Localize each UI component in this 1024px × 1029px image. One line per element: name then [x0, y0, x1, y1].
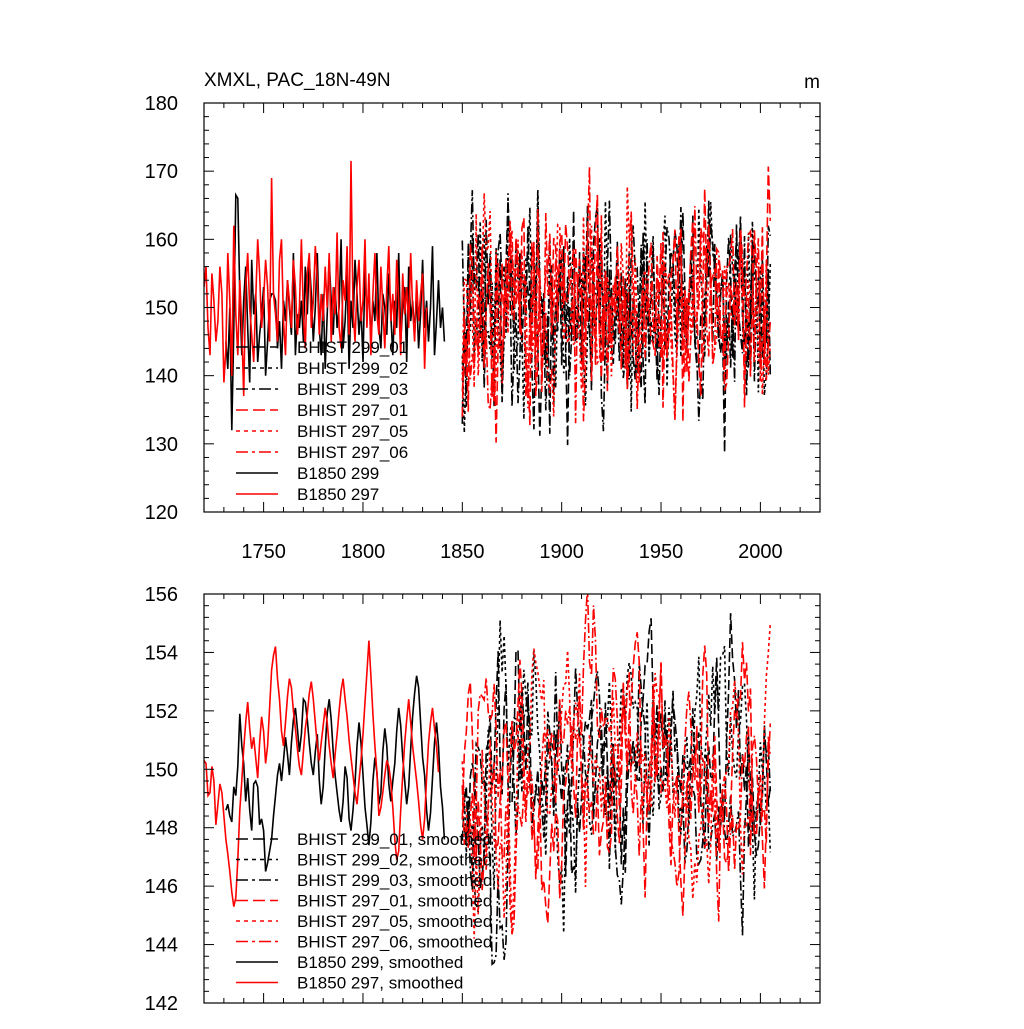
y-tick-label: 170 [145, 161, 178, 183]
y-tick-label: 156 [145, 584, 178, 606]
legend-label: BHIST 299_02, smoothed [297, 851, 492, 870]
legend-label: BHIST 297_01 [297, 401, 408, 420]
chart-title: XMXL, PAC_18N-49N [204, 70, 391, 91]
legend-label: BHIST 297_01, smoothed [297, 892, 492, 911]
x-tick-label: 1900 [539, 541, 584, 563]
y-tick-label: 144 [145, 935, 178, 957]
series-line-bhist-297-06-smoothed [461, 594, 772, 935]
series-line-b1850-299-smoothed [225, 675, 446, 872]
series-line-bhist-299-01-smoothed [461, 613, 772, 889]
x-tick-label: 1950 [639, 541, 684, 563]
y-tick-label: 130 [145, 434, 178, 456]
series-group [204, 160, 772, 453]
y-tick-label: 148 [145, 818, 178, 840]
y-tick-label: 146 [145, 876, 178, 898]
series-line-b1850-297 [204, 160, 428, 397]
units-label: m [804, 72, 820, 93]
y-tick-label: 154 [145, 642, 178, 664]
legend-label: B1850 299 [297, 464, 379, 483]
y-tick-label: 140 [145, 366, 178, 388]
legend-label: BHIST 299_03 [297, 380, 408, 399]
series-line-bhist-299-03 [461, 190, 772, 432]
y-tick-label: 150 [145, 759, 178, 781]
legend-label: BHIST 299_03, smoothed [297, 871, 492, 890]
x-tick-label: 1750 [241, 541, 286, 563]
y-tick-label: 160 [145, 229, 178, 251]
x-tick-label: 1800 [341, 541, 386, 563]
y-tick-label: 120 [145, 502, 178, 524]
plot-frame [203, 593, 821, 1004]
legend-label: BHIST 297_06 [297, 443, 408, 462]
y-tick-label: 180 [145, 93, 178, 115]
legend-label: BHIST 297_05 [297, 422, 408, 441]
legend: BHIST 299_01, smoothed BHIST 299_02, smoo… [236, 830, 492, 993]
y-tick-label: 142 [145, 993, 178, 1015]
x-tick-label: 1850 [440, 541, 485, 563]
panel-smoothed: 142 144 146 148 150 152 154 156 BHIST 299_01, sm… [145, 584, 821, 1015]
legend-label: BHIST 297_05, smoothed [297, 912, 492, 931]
legend-label: BHIST 299_01, smoothed [297, 830, 492, 849]
series-line-bhist-299-03-smoothed [461, 662, 772, 966]
legend-label: BHIST 299_02 [297, 359, 408, 378]
series-group [204, 594, 772, 966]
y-tick-label: 150 [145, 298, 178, 320]
legend-label: B1850 297 [297, 485, 379, 504]
legend-label: BHIST 297_06, smoothed [297, 933, 492, 952]
legend-label: B1850 299, smoothed [297, 953, 463, 972]
panel-raw: 1750 1800 1850 1900 1950 2000 120 130 140 150 160 1… [145, 93, 821, 563]
series-line-bhist-297-06 [461, 166, 772, 424]
series-line-bhist-297-05 [461, 186, 772, 420]
legend-label: B1850 297, smoothed [297, 974, 463, 993]
legend: BHIST 299_01 BHIST 299_02 BHIST 299_03 BHIS… [236, 338, 408, 504]
series-line-bhist-297-01-smoothed [461, 632, 772, 924]
y-tick-label: 152 [145, 701, 178, 723]
series-line-bhist-297-05-smoothed [461, 623, 772, 939]
x-tick-label: 2000 [738, 541, 783, 563]
series-line-b1850-297-smoothed [204, 640, 440, 907]
legend-label: BHIST 299_01 [297, 338, 408, 357]
